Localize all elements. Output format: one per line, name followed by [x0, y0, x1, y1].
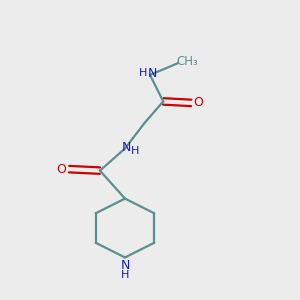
Text: N: N	[120, 259, 130, 272]
Text: H: H	[139, 68, 147, 78]
Text: O: O	[194, 96, 203, 110]
Text: H: H	[131, 146, 140, 157]
Text: H: H	[121, 269, 129, 280]
Text: N: N	[122, 141, 131, 154]
Text: N: N	[148, 67, 157, 80]
Text: O: O	[57, 163, 67, 176]
Text: CH₃: CH₃	[176, 55, 198, 68]
